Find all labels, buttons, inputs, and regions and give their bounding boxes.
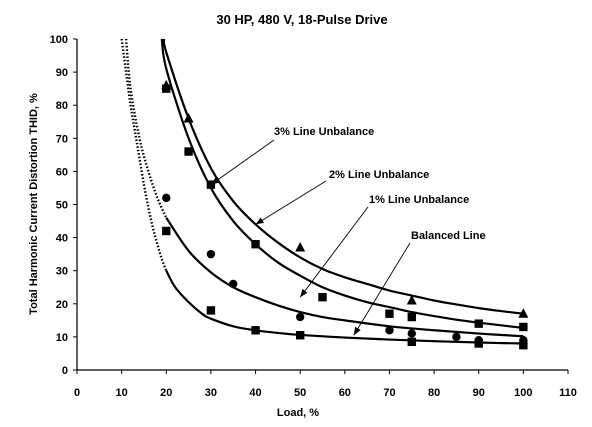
data-point-3pct-line-unbalance [183,112,194,123]
x-tick-label: 90 [473,387,485,399]
x-tick-label: 20 [160,387,172,399]
data-point-balanced-line [162,226,171,236]
fit-curve-3pct-line-unbalance [162,38,524,315]
data-markers [161,79,529,350]
fit-curve-balanced-line-dotted [120,38,168,272]
y-tick-label: 70 [56,133,68,145]
data-point-2pct-line-unbalance [184,147,193,156]
x-axis-title: Load, % [277,407,319,419]
annotation-label-2pct-line-unbalance: 2% Line Unbalance [329,169,429,181]
annotation-arrowhead-1pct-line-unbalance [300,288,308,298]
data-point-balanced-line [295,331,305,340]
axes: 0 10 20 30 40 50 60 70 80 90 100 110 0 10 20 30 40 50 60 70… [50,34,577,399]
x-tick-label: 10 [116,387,128,399]
fit-curve-balanced-line [165,270,524,345]
data-point-balanced-line [251,326,260,335]
annotations: 3% Line Unbalance 2% Line Unbalance 1% Lin… [210,126,486,336]
data-point-1pct-line-unbalance [206,249,216,259]
y-tick-label: 0 [62,365,68,377]
annotation-arrow-1pct-line-unbalance [299,206,369,298]
y-tick-label: 10 [56,332,68,344]
y-tick-label: 90 [56,67,68,79]
fit-curves [120,38,524,345]
data-point-1pct-line-unbalance [407,329,416,338]
data-point-2pct-line-unbalance [385,309,394,318]
data-point-1pct-line-unbalance [295,312,305,322]
data-point-1pct-line-unbalance [452,332,461,342]
y-axis-title: Total Harmonic Current Distortion THID, … [28,93,40,315]
data-point-1pct-line-unbalance [162,193,171,203]
x-tick-label: 0 [74,387,80,399]
y-tick-label: 30 [56,266,68,278]
x-tick-label: 30 [205,387,217,399]
data-point-2pct-line-unbalance [162,84,171,93]
y-tick-label: 60 [56,166,68,178]
y-tick-label: 20 [56,299,68,311]
y-tick-label: 40 [56,233,68,245]
data-point-3pct-line-unbalance [406,294,417,305]
annotation-arrowhead-2pct-line-unbalance [255,217,265,225]
data-point-2pct-line-unbalance [318,292,327,302]
annotation-arrow-3pct-line-unbalance [210,139,275,186]
y-tick-label: 50 [56,200,68,212]
data-point-1pct-line-unbalance [385,326,394,335]
x-tick-label: 100 [514,387,532,399]
data-point-balanced-line [519,340,528,350]
data-point-3pct-line-unbalance [518,308,529,318]
data-point-balanced-line [407,337,416,347]
data-point-1pct-line-unbalance [229,279,238,289]
annotation-arrowhead-balanced-line [353,326,361,336]
x-tick-label: 80 [428,387,440,399]
fit-curve-1pct-line-unbalance-dotted [124,38,168,219]
data-point-2pct-line-unbalance [251,240,260,249]
annotation-arrowhead-3pct-line-unbalance [210,177,220,185]
annotation-arrow-2pct-line-unbalance [255,180,327,225]
annotation-label-1pct-line-unbalance: 1% Line Unbalance [369,194,469,206]
data-point-2pct-line-unbalance [519,322,528,332]
data-point-2pct-line-unbalance [474,319,483,328]
annotation-label-balanced-line: Balanced Line [411,230,486,242]
data-point-balanced-line [206,306,216,315]
annotation-arrow-balanced-line [353,242,411,336]
x-tick-label: 40 [249,387,261,399]
x-tick-label: 50 [294,387,306,399]
data-point-balanced-line [474,339,483,348]
chart-title: 30 HP, 480 V, 18-Pulse Drive [216,12,387,27]
data-point-3pct-line-unbalance [295,242,306,252]
y-tick-label: 100 [50,34,68,46]
fit-curve-1pct-line-unbalance [165,217,524,338]
data-point-2pct-line-unbalance [407,312,416,322]
x-tick-label: 110 [559,387,577,399]
y-tick-label: 80 [56,100,68,112]
x-tick-label: 70 [383,387,395,399]
annotation-label-3pct-line-unbalance: 3% Line Unbalance [274,126,374,138]
x-tick-label: 60 [339,387,351,399]
fit-curve-2pct-line-unbalance [160,38,524,330]
